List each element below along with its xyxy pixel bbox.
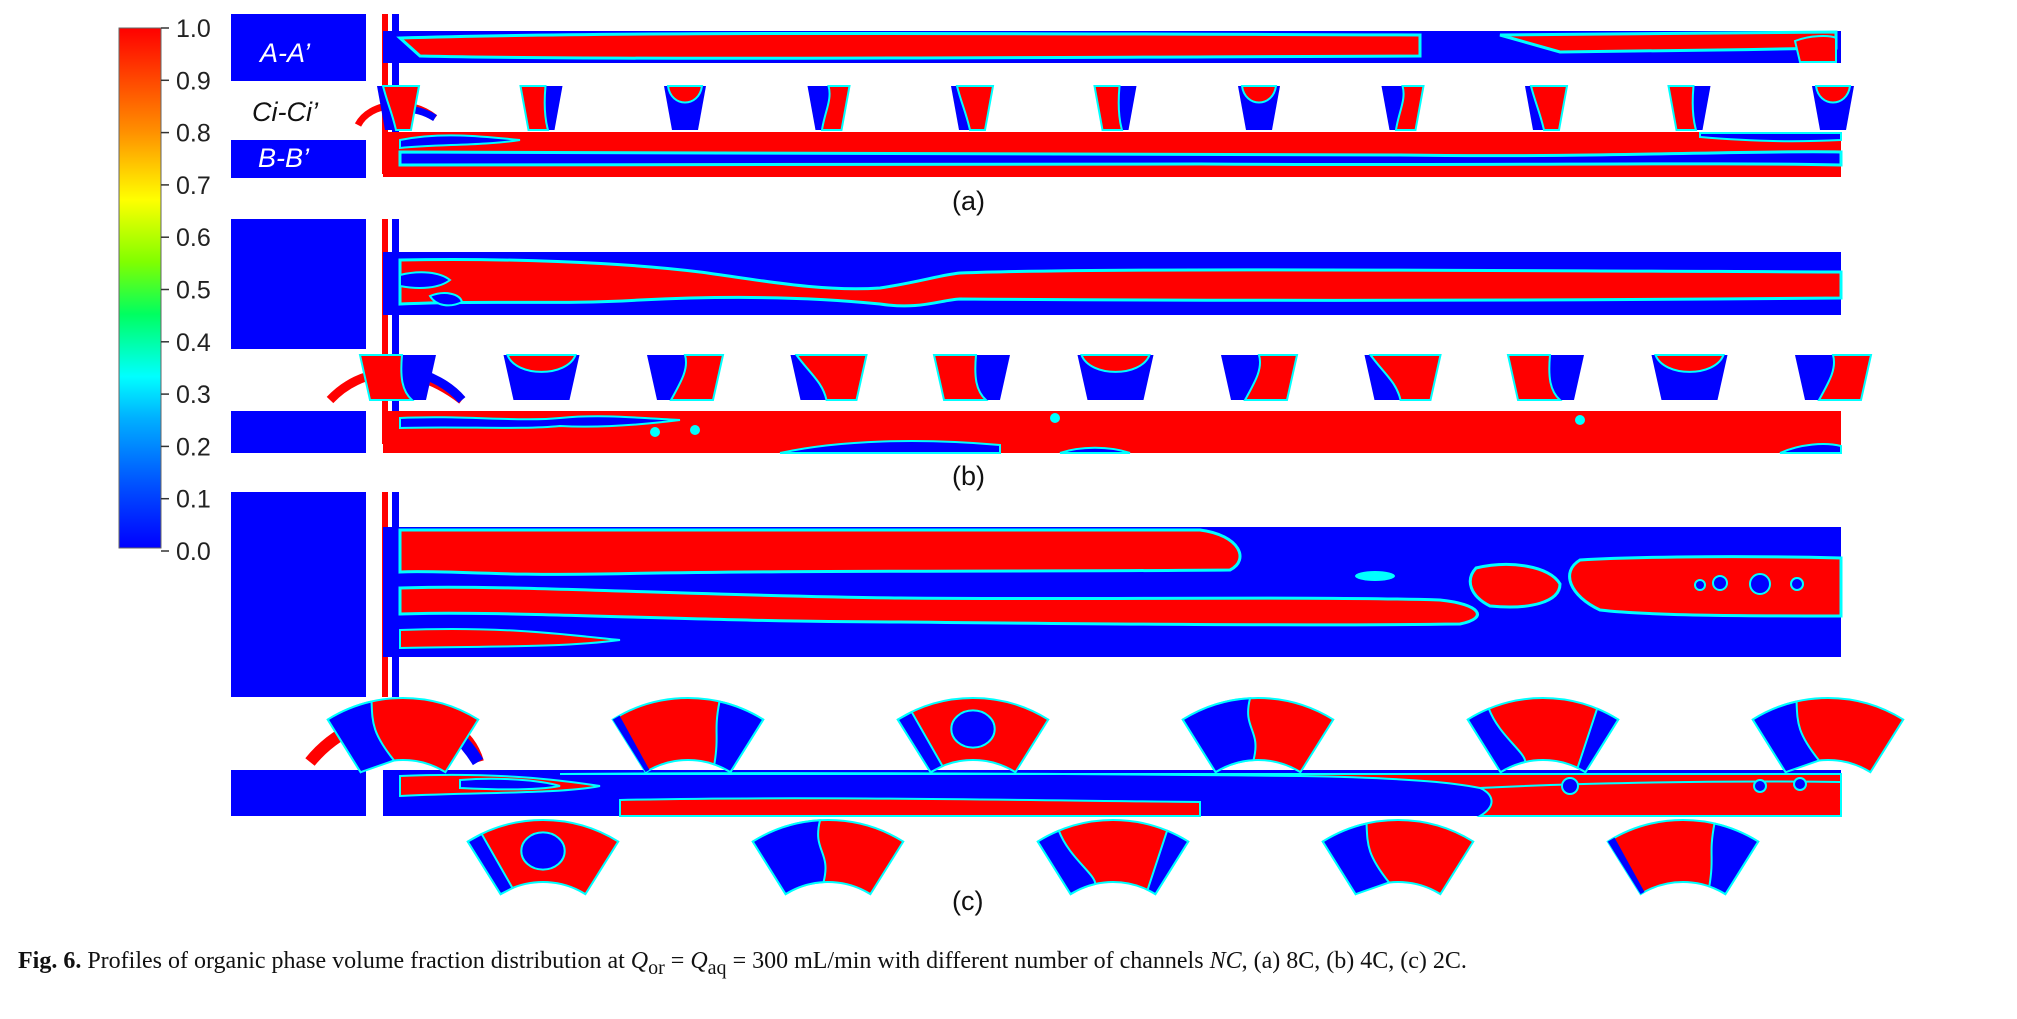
inlet-block-top [231,219,366,349]
panel-c: (c) [231,492,1905,916]
inlet-stem-red [382,219,388,444]
colorbar-tick-label: 0.5 [176,277,211,305]
caption-text-3: , (a) 8C, (b) 4C, (c) 2C. [1241,948,1467,974]
cross-section [611,697,765,774]
channel-c-bottom [383,770,1842,817]
cross-section [1238,85,1280,130]
colorbar-tick-label: 0.3 [176,381,211,409]
cross-section [503,354,580,400]
colorbar: 1.0 0.9 0.8 0.7 0.6 0.5 0.4 0.3 0.2 0.1 0.0 [118,15,211,566]
cross-section [1751,696,1905,774]
cross-section [790,354,868,401]
caption-nc: NC [1209,948,1242,974]
colorbar-tick-label: 0.8 [176,120,211,148]
colorbar-tick-label: 0.6 [176,224,211,252]
colorbar-tick-label: 0.7 [176,172,211,200]
colorbar-tick-label: 0.1 [176,486,211,514]
colorbar-tick-label: 0.9 [176,67,211,95]
channel-b-top [383,252,1843,315]
caption-fig-label: Fig. 6. [18,948,82,974]
caption-q-aq: Q [690,948,708,974]
cross-section [377,85,421,131]
cross-section [1221,354,1299,401]
label-a-mid: Ci-Ci’ [252,97,319,127]
figure-caption: Fig. 6. Profiles of organic phase volume… [18,948,2008,980]
cross-section [1077,354,1154,400]
caption-text-1: Profiles of organic phase volume fractio… [81,948,631,974]
channel-b-bottom [383,411,1842,454]
channel-a-top [383,30,1841,63]
caption-q-aq-sub: aq [707,956,727,979]
channel-a-bottom [383,132,1843,177]
panel-b: (b) [231,219,1873,491]
cross-section [932,354,1010,401]
inlet-block-bottom [231,140,366,178]
caption-text-2: = 300 mL/min with different number of ch… [726,948,1210,974]
colorbar-tick-label: 1.0 [176,15,211,43]
label-a-top: A-A’ [258,38,311,68]
channel-c-top [383,527,1843,657]
cross-section [1036,818,1190,896]
inlet-block-bottom [231,770,366,816]
inlet-stem [392,219,399,444]
colorbar-gradient [118,27,162,549]
cross-section [807,85,851,131]
colorbar-tick-label: 0.2 [176,433,211,461]
cross-section [1381,85,1425,131]
cross-section [1321,818,1475,896]
cross-section [1364,354,1442,401]
cross-section [664,85,706,130]
label-a-bottom: B-B’ [258,143,310,173]
colorbar-tick-label: 0.4 [176,329,211,357]
caption-q-or: Q [630,948,649,974]
cross-section [1466,696,1620,774]
cross-section [519,85,563,131]
cross-sections-a [377,85,1854,131]
cross-section [1093,85,1137,131]
cross-section [896,696,1050,774]
panel-a: A-A’ Ci-Ci’ B-B’ (a) [231,14,1854,216]
cross-section [1506,354,1584,401]
panel-label-c: (c) [952,886,983,916]
cross-section [326,697,480,774]
cross-section [1606,818,1760,896]
cross-section [1651,354,1728,400]
inlet-block-bottom [231,411,366,453]
inlet-block-top [231,492,366,697]
colorbar-tick-label: 0.0 [176,538,211,566]
cross-section [358,354,436,401]
cross-section [1812,85,1854,130]
cross-section [1667,85,1711,131]
cross-sections-c-top [326,696,1905,774]
cross-section [466,819,620,896]
colorbar-ticks: 1.0 0.9 0.8 0.7 0.6 0.5 0.4 0.3 0.2 0.1 0.0 [161,15,211,566]
cross-section [1795,354,1873,401]
cross-section [647,354,725,401]
inlet-block-top [231,14,366,81]
caption-eq: = [664,948,691,974]
panel-label-a: (a) [952,186,985,216]
cross-section [1181,696,1335,774]
cross-sections-b [358,354,1873,401]
cross-section [751,819,905,896]
cross-sections-c-bottom [466,818,1760,896]
caption-q-or-sub: or [648,956,665,979]
panel-label-b: (b) [952,461,985,491]
cross-section [1525,85,1569,131]
cross-section [951,85,995,131]
